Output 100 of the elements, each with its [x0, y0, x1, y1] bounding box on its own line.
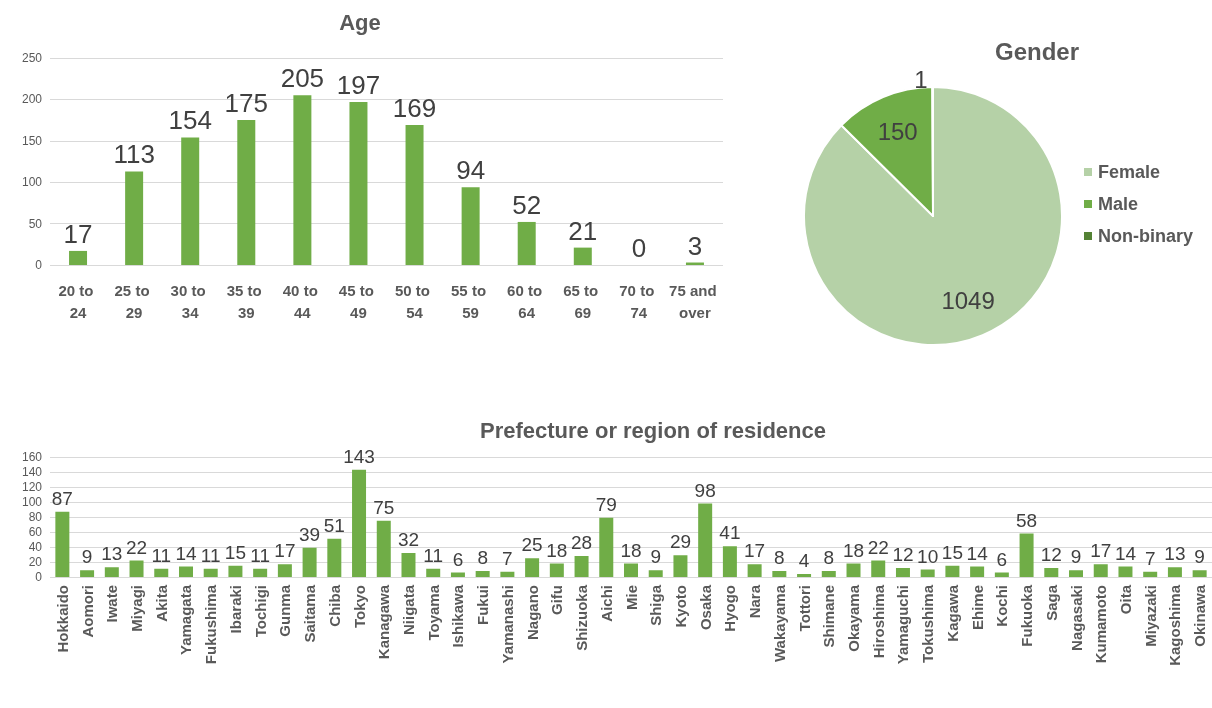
x-tick-label: Saga: [1042, 584, 1060, 621]
bar: [55, 511, 70, 577]
x-tick-label: Kochi: [993, 585, 1011, 627]
bar: [1167, 567, 1182, 577]
x-tick-label: Tokushima: [919, 584, 937, 664]
bar: [69, 250, 88, 265]
data-label: 11: [200, 544, 221, 566]
data-label: 32: [397, 529, 420, 550]
data-label: 3: [687, 230, 703, 261]
x-tick-label: Okinawa: [1191, 584, 1209, 647]
bar: [104, 567, 119, 577]
data-label: 8: [477, 547, 488, 568]
legend-label: Non-binary: [1098, 226, 1194, 246]
bar: [203, 568, 218, 577]
data-label: 14: [966, 542, 989, 564]
bar: [673, 555, 688, 577]
y-tick-label: 160: [21, 450, 43, 464]
x-tick-label: Wakayama: [770, 584, 788, 662]
x-tick-label: Tottori: [795, 585, 813, 632]
x-tick-label: 55 to 59: [451, 281, 491, 321]
bar: [129, 560, 144, 577]
x-tick-label: Hiroshima: [869, 584, 887, 659]
x-tick-label: Ibaraki: [226, 585, 244, 634]
x-tick-label: Osaka: [696, 584, 714, 631]
bar: [525, 558, 540, 577]
y-tick-label: 120: [21, 480, 43, 494]
bar: [722, 546, 737, 577]
data-label: 13: [101, 543, 123, 565]
y-tick-label: 100: [21, 175, 43, 190]
chart-title: Prefecture or region of residence: [480, 417, 826, 443]
bar: [376, 520, 391, 577]
data-label: 28: [570, 532, 593, 553]
data-label: 9: [1194, 546, 1205, 568]
data-label: 15: [941, 541, 963, 563]
bar: [237, 120, 256, 265]
x-tick-label: Fukuoka: [1018, 584, 1036, 647]
data-label: 10: [917, 545, 939, 567]
data-label: 13: [1164, 543, 1186, 565]
data-label: 113: [113, 139, 155, 170]
bar: [573, 247, 592, 265]
data-label: 17: [63, 218, 93, 249]
bar: [277, 564, 292, 577]
y-tick-label: 100: [21, 495, 43, 509]
bar: [574, 556, 589, 577]
x-tick-label: Kyoto: [671, 585, 689, 628]
x-tick-label: Akita: [152, 584, 170, 622]
bar: [1192, 570, 1207, 577]
data-label: 51: [323, 514, 345, 536]
bar: [747, 564, 762, 577]
data-label: 197: [336, 69, 381, 100]
data-label: 1: [914, 65, 928, 93]
x-tick-label: Nara: [746, 584, 764, 619]
y-tick-label: 150: [21, 133, 43, 148]
x-tick-label: Nagasaki: [1067, 585, 1085, 651]
data-label: 12: [892, 544, 914, 565]
data-label: 58: [1016, 509, 1038, 531]
data-label: 8: [823, 547, 835, 568]
x-tick-label: Tochigi: [251, 585, 269, 638]
bar: [920, 569, 935, 577]
data-label: 18: [546, 539, 568, 561]
bar: [181, 137, 200, 265]
data-label: 29: [669, 531, 692, 553]
x-tick-label: Yamanashi: [498, 585, 516, 664]
x-tick-label: 70 to 74: [619, 281, 659, 321]
y-tick-label: 40: [28, 540, 43, 554]
x-tick-label: Mie: [622, 585, 640, 611]
data-label: 22: [125, 536, 148, 558]
data-label: 52: [512, 189, 542, 220]
bar: [1143, 571, 1158, 577]
x-tick-label: 50 to 54: [394, 281, 435, 321]
data-label: 4: [798, 550, 810, 571]
bar: [846, 563, 861, 577]
x-tick-label: Miyagi: [128, 585, 146, 632]
bar: [327, 538, 342, 577]
x-tick-label: Fukushima: [202, 584, 220, 665]
chart-title: Gender: [994, 37, 1080, 65]
data-label: 154: [168, 105, 212, 136]
bar: [405, 125, 424, 265]
x-tick-label: 75 and over: [669, 281, 721, 321]
data-label: 175: [224, 88, 268, 119]
bar: [1044, 568, 1059, 577]
data-label: 18: [842, 539, 865, 561]
data-label: 41: [719, 522, 741, 544]
data-label: 15: [224, 541, 246, 563]
data-label: 0: [631, 233, 647, 263]
x-tick-label: Toyama: [424, 584, 442, 641]
x-tick-label: Kumamoto: [1092, 585, 1110, 664]
x-tick-label: 65 to 69: [563, 281, 603, 321]
bar: [80, 570, 95, 577]
bar: [1069, 570, 1084, 577]
bar: [648, 570, 663, 577]
data-label: 21: [568, 215, 598, 246]
data-label: 22: [867, 536, 889, 558]
y-tick-label: 50: [28, 216, 43, 231]
y-tick-label: 60: [28, 525, 43, 539]
data-label: 150: [877, 118, 918, 146]
data-label: 17: [744, 540, 766, 562]
data-label: 6: [452, 548, 464, 570]
x-tick-label: Gunma: [276, 584, 294, 637]
bar: [401, 553, 416, 577]
